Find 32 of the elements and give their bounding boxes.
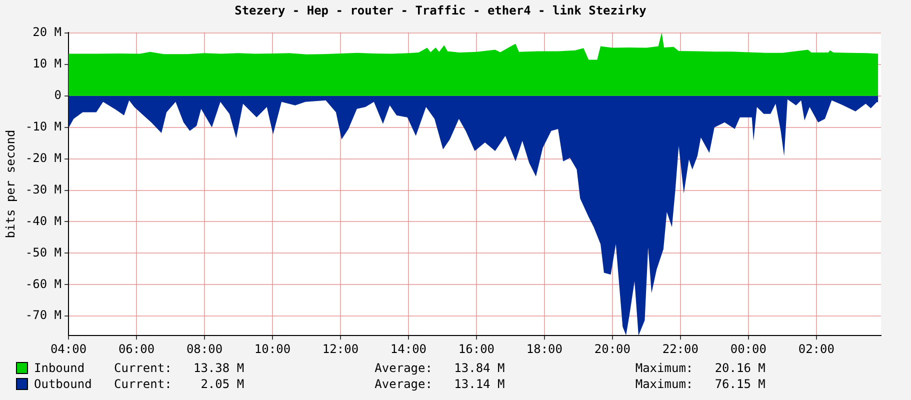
x-tick-label: 08:00	[186, 342, 223, 356]
text: Maximum: 20.16 M	[635, 361, 766, 375]
x-tick-label: 10:00	[254, 342, 291, 356]
x-tick-label: 18:00	[526, 342, 563, 356]
x-tick-label: 20:00	[594, 342, 631, 356]
x-tick-label: 04:00	[50, 342, 87, 356]
x-tick-label: 16:00	[458, 342, 495, 356]
x-tick-label: 02:00	[798, 342, 834, 356]
chart-title: Stezery - Hep - router - Traffic - ether4 - link Stezirky	[234, 3, 646, 18]
text: Average: 13.84 M	[374, 361, 506, 375]
text: Maximum: 76.15 M	[635, 377, 766, 391]
x-tick-label: 12:00	[322, 342, 359, 356]
y-tick-label: 0	[54, 88, 62, 102]
y-axis-title: bits per second	[3, 130, 18, 238]
y-tick-label: -70 M	[25, 308, 62, 322]
y-tick-label: -50 M	[25, 245, 62, 260]
y-tick-label: -10 M	[25, 120, 62, 134]
text: Current: 13.38 M	[114, 361, 246, 375]
text: Current: 2.05 M	[114, 377, 246, 391]
y-tick-label: -30 M	[25, 182, 62, 196]
y-tick-label: -60 M	[25, 276, 62, 291]
x-tick-label: 14:00	[390, 342, 427, 356]
y-tick-label: 10 M	[32, 56, 62, 71]
y-tick-label: -40 M	[25, 214, 62, 228]
legend-label: Inbound	[34, 361, 86, 375]
y-tick-label: 20 M	[32, 25, 62, 40]
x-tick-label: 00:00	[730, 342, 766, 356]
text: Average: 13.14 M	[374, 377, 506, 391]
legend-label: Outbound	[34, 377, 93, 391]
y-tick-label: -20 M	[25, 150, 62, 165]
x-tick-label: 22:00	[662, 342, 698, 356]
x-tick-label: 06:00	[118, 342, 155, 356]
